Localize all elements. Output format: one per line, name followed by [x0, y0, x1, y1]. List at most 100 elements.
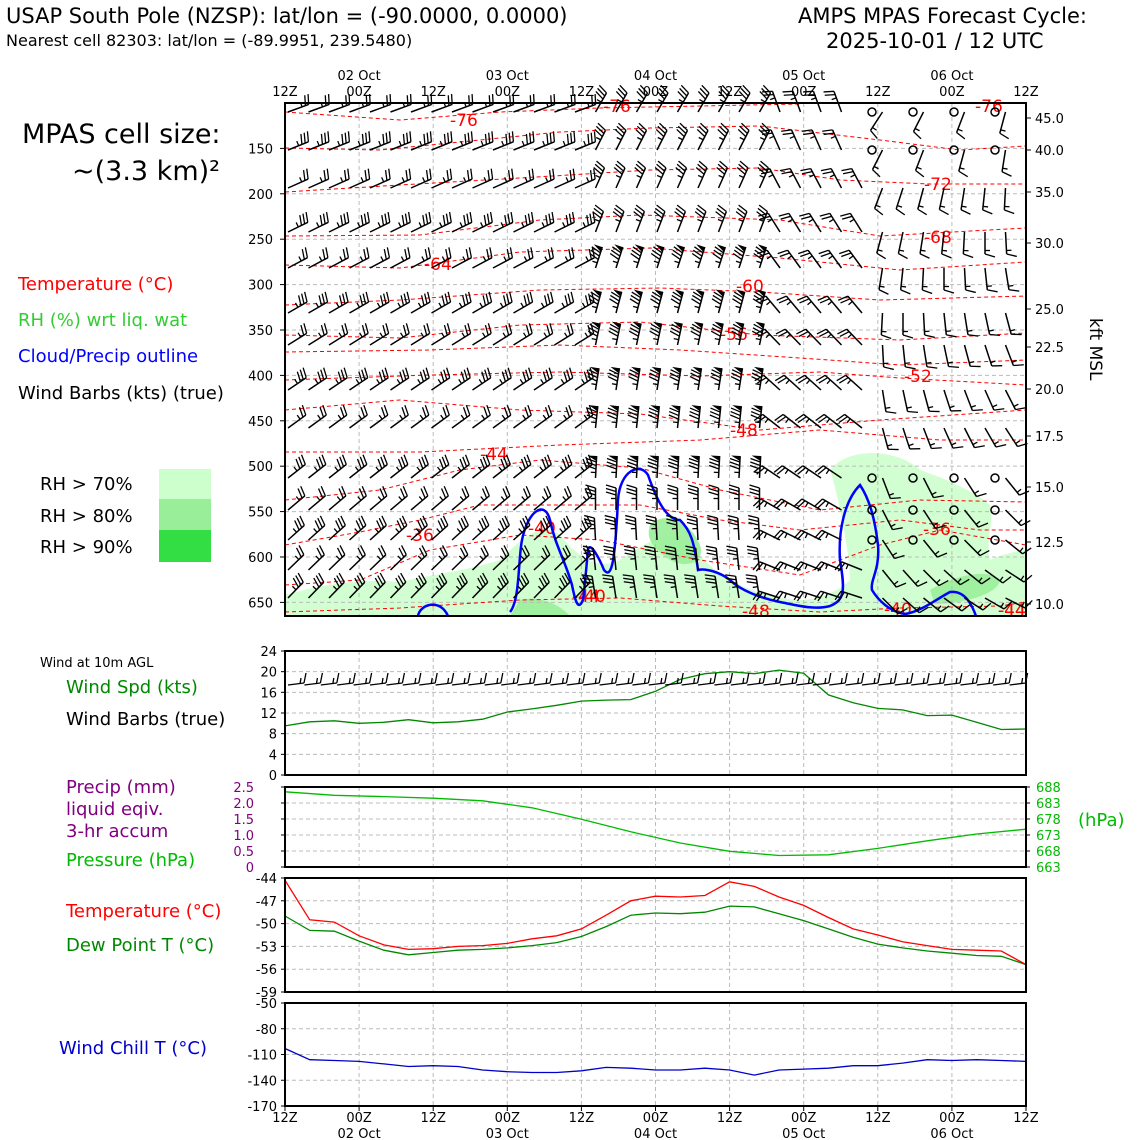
surface-wind-barb: [468, 672, 488, 686]
wind-barb: [750, 405, 763, 429]
wind-barb: [349, 367, 369, 391]
wind-barb: [553, 572, 571, 599]
wind-barb: [472, 367, 492, 391]
wind-barb: [287, 291, 308, 314]
wind-barb: [676, 84, 690, 113]
wind-barb: [328, 211, 350, 233]
surface-wind-barb: [599, 672, 619, 686]
wind-barb: [451, 168, 473, 189]
pressure-tick-label: 450: [248, 415, 273, 430]
wind-barb: [650, 289, 664, 314]
wind-barb: [606, 455, 618, 479]
wind-barb: [554, 168, 576, 189]
wind-barb: [707, 514, 720, 541]
wind-barb: [451, 454, 470, 479]
wind-barb: [704, 574, 720, 599]
wind-barb: [1004, 477, 1030, 496]
wind-barb: [585, 455, 598, 479]
bottom-hour-label: 12Z: [420, 1111, 446, 1126]
wind-barb: [328, 515, 346, 541]
pressure-tick-label: 500: [248, 460, 273, 475]
wind-barb: [349, 131, 371, 151]
wind-barb: [513, 405, 532, 429]
wind-barb: [410, 168, 432, 189]
wind-barb: [533, 131, 556, 151]
wind-barb: [431, 367, 451, 391]
wind-barb: [451, 405, 471, 429]
wind-barb: [492, 247, 514, 269]
y-tick-label: -50: [256, 997, 277, 1012]
wind-barb: [369, 211, 391, 233]
wind-barb: [554, 323, 574, 346]
surface-wind-barb: [1009, 672, 1029, 686]
wind-barb: [793, 590, 822, 602]
y-tick-label: -110: [247, 1049, 277, 1064]
top-hour-label: 00Z: [939, 85, 965, 100]
wind-barb: [650, 244, 665, 269]
wind-barb: [554, 131, 576, 151]
surface-wind-barb: [550, 672, 570, 686]
wind-barb: [688, 455, 700, 479]
wind-barb: [513, 247, 534, 269]
calm-marker: [949, 107, 959, 117]
wind-barb: [472, 454, 491, 479]
wind-barb: [943, 597, 971, 612]
wind-barb: [753, 413, 781, 429]
wind-barb: [778, 212, 802, 233]
wind-barb: [472, 405, 491, 429]
wind-barb: [902, 597, 929, 614]
wind-barb: [574, 291, 595, 314]
calm-marker: [990, 473, 1000, 483]
wind-barb: [895, 187, 906, 216]
wind-barb: [711, 289, 725, 314]
wind-barb: [287, 247, 309, 269]
wind-barb: [716, 160, 729, 189]
wind-barb: [762, 90, 781, 113]
legend-temperature: Temperature (°C): [18, 274, 174, 295]
surface-wind-barb: [615, 672, 635, 686]
wind-barb: [410, 323, 431, 346]
time-axis-labels: 12Z 00Z 12Z 00Z 12Z 00Z 12Z 00Z 12Z 00Z 12Z 02 Oct 0…: [272, 1106, 1039, 1140]
wind-barb: [533, 405, 553, 429]
wind-barb: [795, 374, 822, 391]
wind-barb: [628, 321, 642, 346]
wind-barb: [757, 160, 770, 189]
wind-barb: [471, 515, 490, 541]
wind-barb: [738, 84, 751, 113]
calm-marker: [908, 107, 918, 117]
wind-barb: [431, 168, 453, 189]
surface-wind-barb: [714, 672, 734, 686]
surface-wind-barb: [812, 672, 832, 686]
surface-wind-barb: [451, 672, 471, 686]
bottom-date-label: 06 Oct: [930, 1127, 973, 1140]
wind-barb: [328, 168, 350, 189]
y-tick-label: -59: [256, 986, 277, 1001]
surface-wind-barb: [894, 672, 914, 686]
wind-barb: [881, 539, 905, 560]
kft-tick-label: 12.5: [1035, 536, 1064, 551]
wind-barb: [410, 131, 433, 151]
wind-barb: [492, 291, 513, 314]
kft-tick-label: 45.0: [1035, 112, 1064, 127]
wind-barb: [962, 231, 974, 259]
wind-barb: [676, 122, 689, 151]
wind-barb: [582, 545, 597, 571]
wind-barb: [696, 122, 709, 151]
wind-barb: [328, 131, 351, 151]
wind-barb: [943, 268, 955, 294]
wind-barb: [431, 247, 452, 269]
wind-barb: [472, 168, 494, 189]
wind-barb: [308, 168, 330, 189]
calm-marker: [990, 107, 1000, 117]
wind-barb: [690, 321, 704, 346]
pressure-tick-label: 673: [1036, 829, 1061, 844]
wind-barb: [1004, 389, 1026, 411]
wind-barb: [752, 289, 766, 314]
y-tick-label: -47: [256, 895, 277, 910]
surface-wind-barb: [386, 672, 406, 686]
calm-marker: [949, 535, 959, 545]
wind-barb: [574, 131, 597, 151]
wind-barb: [430, 545, 448, 571]
wind-barb: [717, 84, 731, 113]
wind-barb: [554, 486, 572, 511]
